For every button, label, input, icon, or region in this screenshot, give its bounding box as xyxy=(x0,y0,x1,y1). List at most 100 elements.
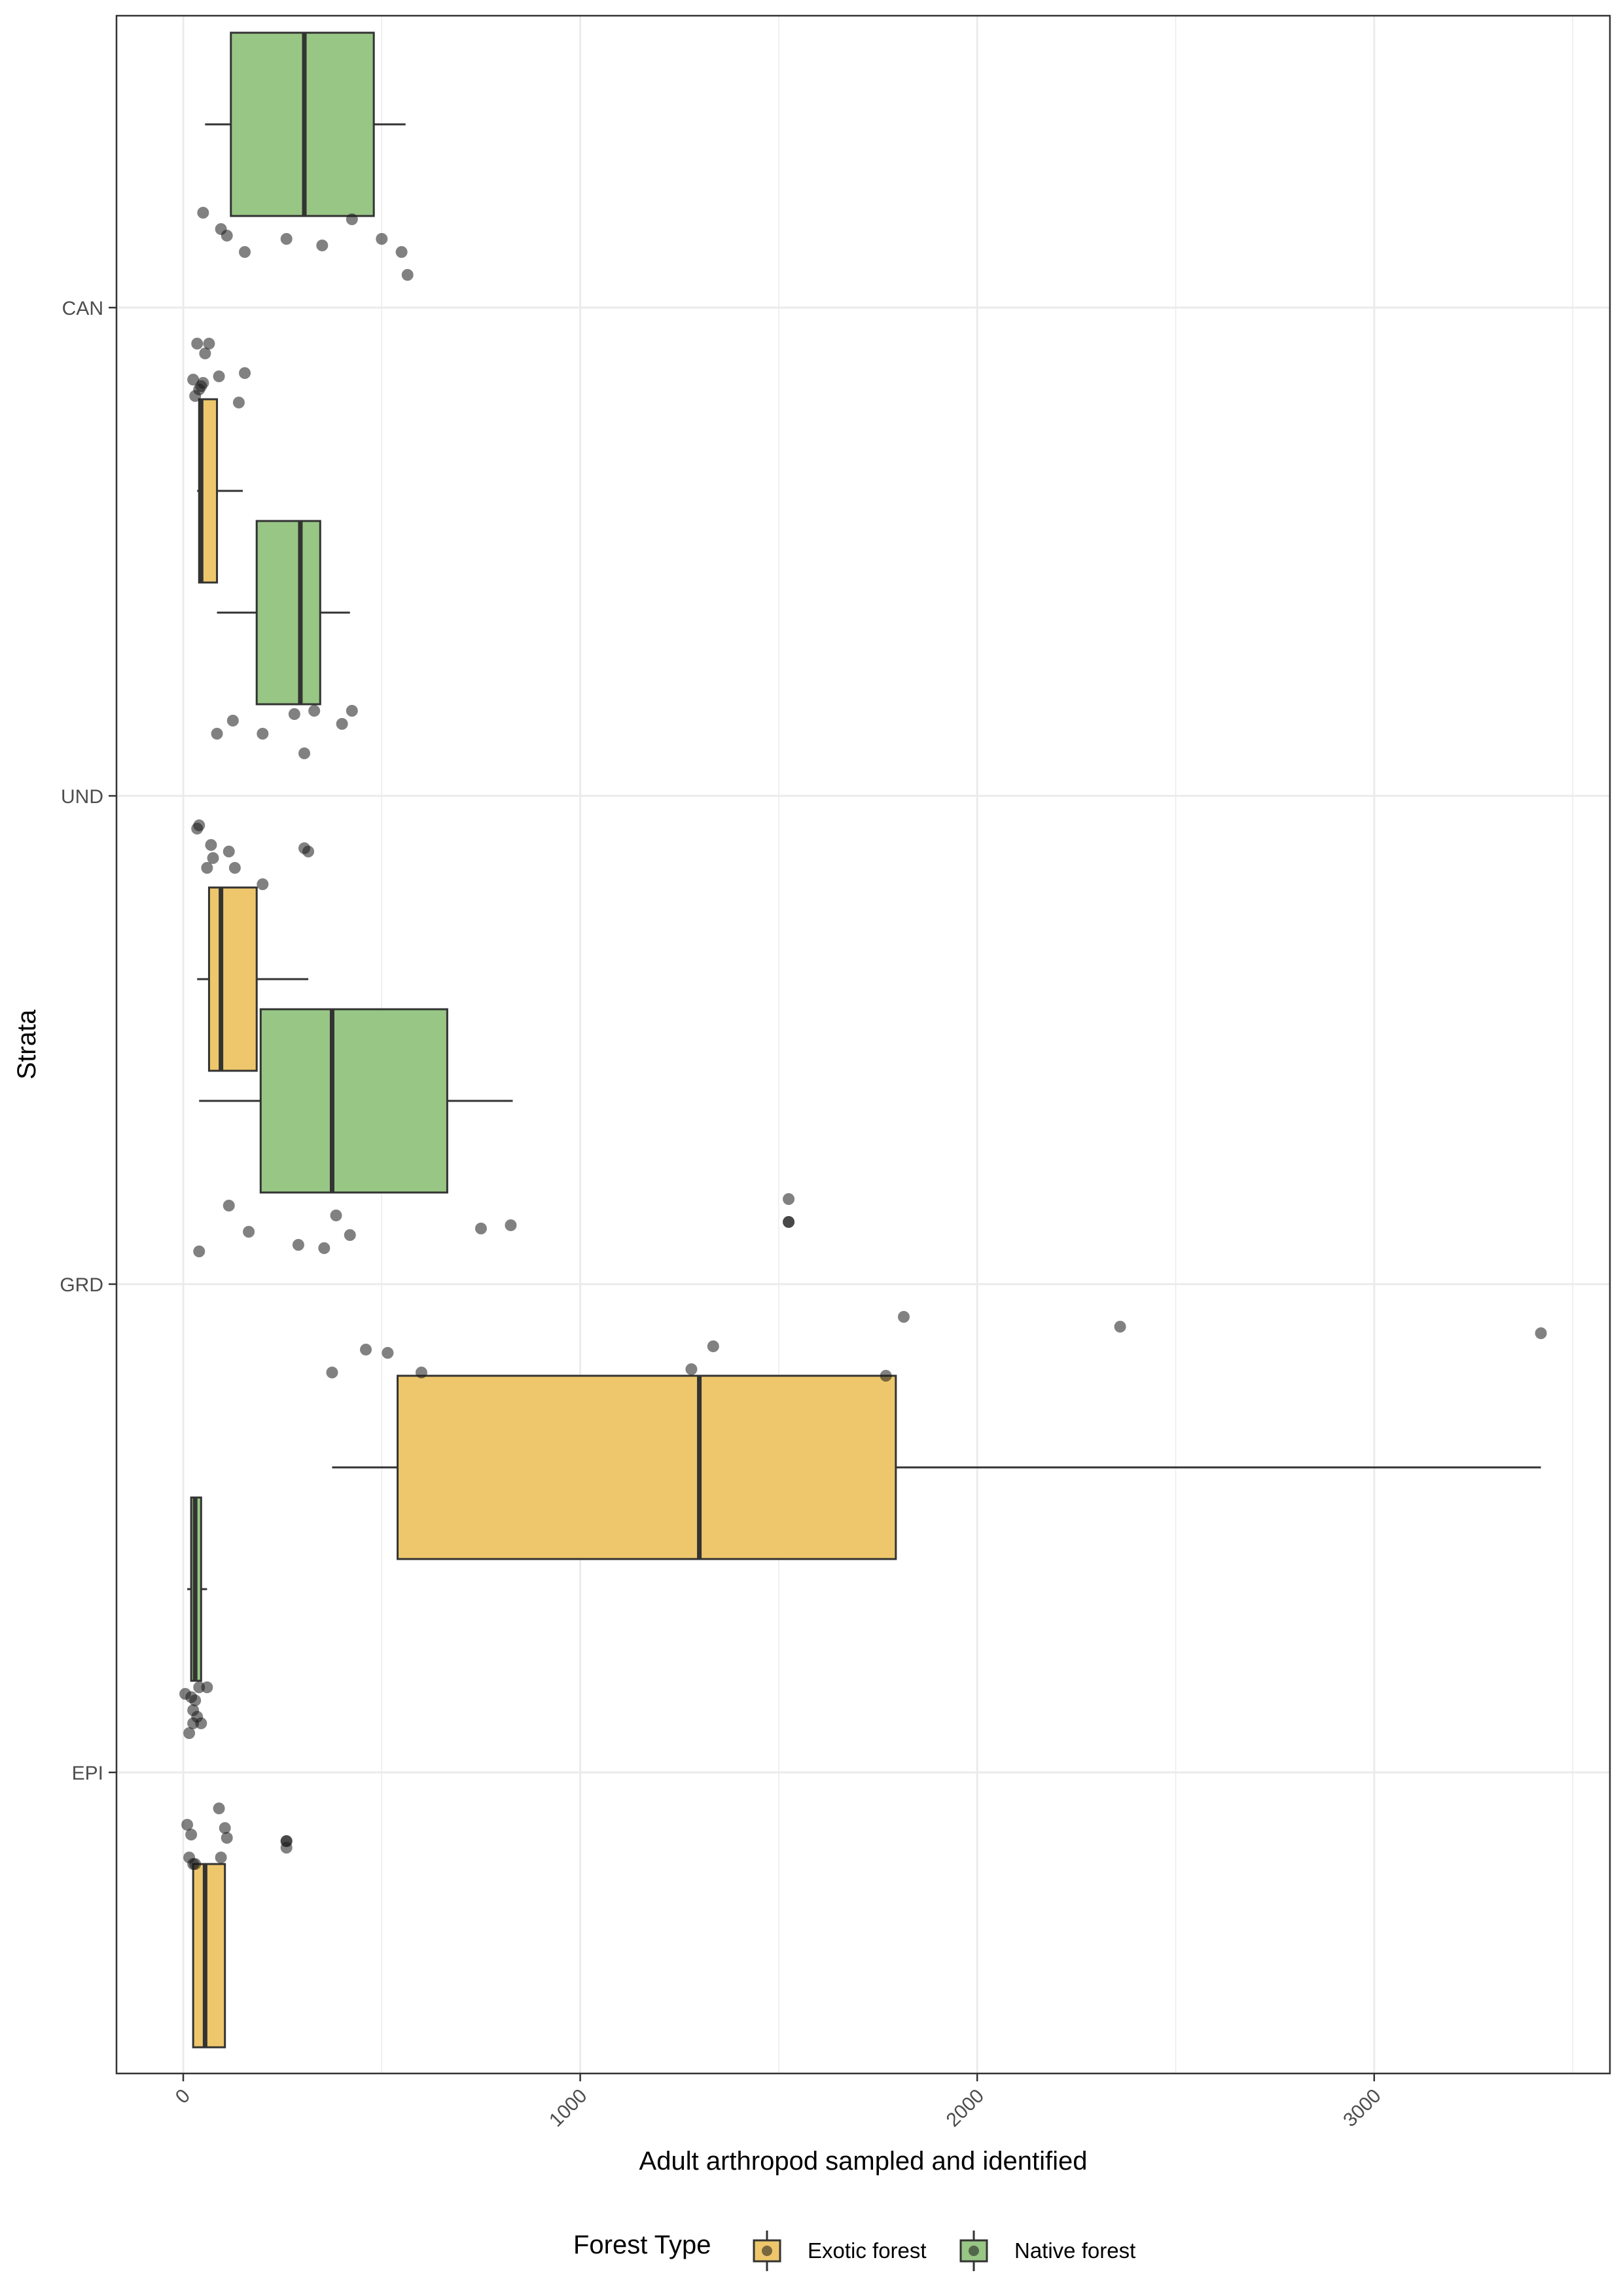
data-point xyxy=(197,377,209,389)
legend-label-native-forest: Native forest xyxy=(1014,2238,1135,2263)
grid-layer xyxy=(116,16,1610,2073)
y-axis-title: Strata xyxy=(12,1009,41,1079)
data-point xyxy=(189,1695,202,1706)
point-layer xyxy=(179,207,1547,1870)
data-point xyxy=(395,246,408,258)
data-point xyxy=(193,819,205,831)
box-grd-native-forest xyxy=(199,1008,513,1194)
legend-title: Forest Type xyxy=(573,2231,711,2259)
data-point xyxy=(382,1347,394,1359)
data-point xyxy=(228,862,241,874)
data-point xyxy=(308,705,321,717)
box-iqr xyxy=(397,1374,897,1560)
data-point xyxy=(193,1246,205,1257)
data-point xyxy=(288,708,300,720)
legend-key-native-point xyxy=(969,2246,979,2256)
data-point xyxy=(243,1226,255,1238)
panel-border xyxy=(115,14,1611,2075)
data-point xyxy=(223,846,235,857)
box-epi-native-forest xyxy=(187,1496,207,1682)
data-point xyxy=(239,367,251,379)
data-point xyxy=(292,1239,304,1251)
data-point xyxy=(213,1803,225,1814)
data-point xyxy=(239,246,251,258)
data-point xyxy=(257,728,269,740)
data-point xyxy=(330,1210,342,1221)
y-tick-label: UND xyxy=(61,786,103,808)
legend-key-exotic-point xyxy=(762,2246,772,2256)
data-point xyxy=(783,1193,795,1205)
box-und-exotic-forest xyxy=(197,886,309,1072)
box-iqr xyxy=(255,520,321,706)
data-point xyxy=(326,1367,338,1378)
data-point xyxy=(360,1344,372,1355)
data-point xyxy=(232,397,245,408)
data-point xyxy=(707,1340,719,1352)
data-point xyxy=(505,1219,517,1231)
y-tick-label: CAN xyxy=(62,298,103,319)
data-point xyxy=(1535,1327,1547,1339)
data-point xyxy=(203,338,215,350)
data-point xyxy=(318,1242,330,1254)
data-point xyxy=(302,846,315,857)
data-point xyxy=(316,240,329,251)
data-point xyxy=(205,839,217,851)
box-layer xyxy=(187,31,1541,2049)
legend-key-native-forest xyxy=(959,2231,988,2271)
data-point xyxy=(280,233,293,245)
data-point xyxy=(344,1229,356,1241)
data-point xyxy=(415,1367,427,1378)
data-point xyxy=(226,715,239,726)
legend-label-exotic-forest: Exotic forest xyxy=(808,2238,927,2263)
data-point xyxy=(783,1216,795,1228)
data-point xyxy=(191,338,204,350)
data-point xyxy=(213,370,225,382)
data-point xyxy=(401,269,414,281)
data-point xyxy=(685,1363,698,1375)
box-epi-exotic-forest xyxy=(192,1863,226,2049)
data-point xyxy=(211,728,223,740)
data-point xyxy=(474,1223,487,1234)
data-point xyxy=(219,1822,231,1834)
data-point xyxy=(336,718,348,730)
data-point xyxy=(257,878,269,890)
x-axis-title: Adult arthropod sampled and identified xyxy=(639,2147,1088,2176)
data-point xyxy=(298,747,311,759)
data-point xyxy=(346,213,358,225)
data-point xyxy=(185,1829,198,1840)
data-point xyxy=(376,233,388,245)
box-can-native-forest xyxy=(205,31,406,217)
data-point xyxy=(197,207,209,219)
box-iqr xyxy=(207,886,258,1072)
box-iqr xyxy=(192,1863,226,2049)
data-point xyxy=(195,1717,207,1729)
data-point xyxy=(201,1681,213,1693)
data-point xyxy=(880,1370,892,1382)
data-point xyxy=(183,1727,196,1739)
data-point xyxy=(221,1832,233,1844)
data-point xyxy=(221,230,233,242)
data-point xyxy=(280,1842,293,1854)
data-point xyxy=(346,705,358,717)
data-point xyxy=(1114,1321,1126,1333)
legend: Forest Type Exotic forest Native forest xyxy=(573,2231,1135,2271)
data-point xyxy=(207,852,219,864)
legend-key-exotic-forest xyxy=(753,2231,781,2271)
data-point xyxy=(181,1819,194,1831)
y-tick-label: GRD xyxy=(60,1274,103,1296)
box-iqr xyxy=(259,1008,448,1194)
data-point xyxy=(215,1852,227,1863)
data-point xyxy=(189,1858,202,1870)
box-und-native-forest xyxy=(217,520,350,706)
box-grd-exotic-forest xyxy=(332,1374,1541,1560)
data-point xyxy=(897,1311,910,1323)
data-point xyxy=(201,862,213,874)
data-point xyxy=(223,1200,235,1211)
data-point xyxy=(187,374,200,386)
data-point xyxy=(199,348,211,359)
box-can-exotic-forest xyxy=(197,398,243,584)
y-tick-label: EPI xyxy=(72,1763,103,1784)
